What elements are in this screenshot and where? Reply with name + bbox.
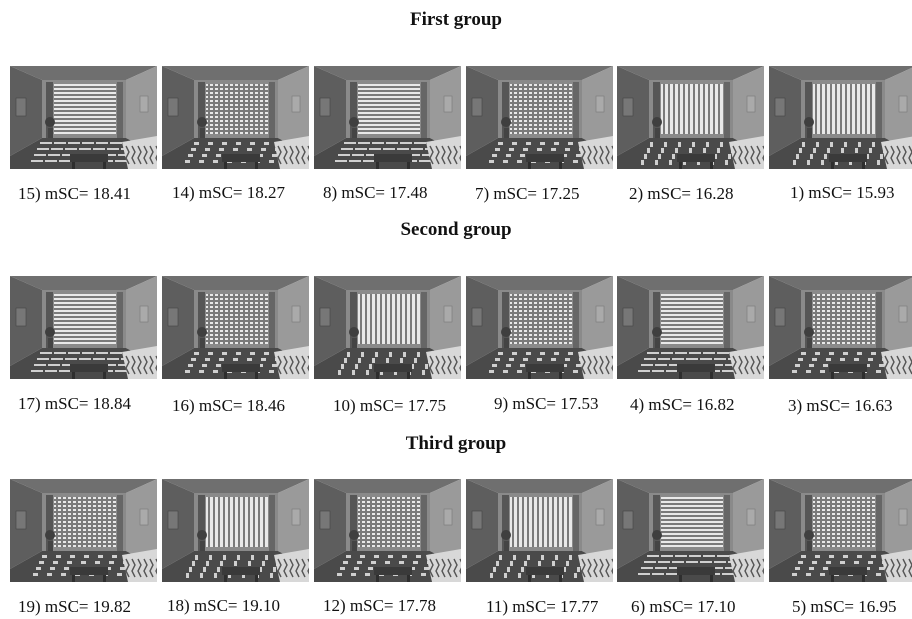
room-render-thumbnail <box>162 479 309 582</box>
group-title-second: Second group <box>400 219 512 240</box>
room-render-thumbnail <box>10 479 157 582</box>
room-render-thumbnail <box>466 276 613 379</box>
caption-mSC: 9) mSC= 17.53 <box>494 394 599 413</box>
caption-mSC: 16) mSC= 18.46 <box>172 396 286 415</box>
room-render-thumbnail <box>314 479 461 582</box>
caption-mSC: 1) mSC= 15.93 <box>790 183 895 202</box>
room-render-thumbnail <box>10 276 157 379</box>
caption-mSC: 18) mSC= 19.10 <box>167 596 281 615</box>
caption-mSC: 11) mSC= 17.77 <box>486 597 599 616</box>
room-render-thumbnail <box>162 66 309 169</box>
room-render-thumbnail <box>769 479 912 582</box>
room-render-thumbnail <box>466 66 613 169</box>
caption-mSC: 10) mSC= 17.75 <box>333 396 447 415</box>
room-render-thumbnail <box>466 479 613 582</box>
room-render-thumbnail <box>769 66 912 169</box>
caption-mSC: 4) mSC= 16.82 <box>630 395 735 414</box>
caption-mSC: 19) mSC= 19.82 <box>18 597 132 616</box>
caption-mSC: 12) mSC= 17.78 <box>323 596 437 615</box>
caption-mSC: 15) mSC= 18.41 <box>18 184 132 203</box>
caption-mSC: 17) mSC= 18.84 <box>18 394 132 413</box>
caption-mSC: 7) mSC= 17.25 <box>475 184 580 203</box>
caption-mSC: 3) mSC= 16.63 <box>788 396 893 415</box>
caption-mSC: 14) mSC= 18.27 <box>172 183 286 202</box>
caption-mSC: 2) mSC= 16.28 <box>629 184 734 203</box>
caption-mSC: 5) mSC= 16.95 <box>792 597 897 616</box>
room-render-thumbnail <box>617 66 764 169</box>
room-render-thumbnail <box>314 276 461 379</box>
room-render-thumbnail <box>617 276 764 379</box>
caption-mSC: 8) mSC= 17.48 <box>323 183 428 202</box>
caption-mSC: 6) mSC= 17.10 <box>631 597 736 616</box>
room-render-thumbnail <box>10 66 157 169</box>
group-title-third: Third group <box>405 433 507 454</box>
group-title-first: First group <box>409 9 502 30</box>
room-render-thumbnail <box>617 479 764 582</box>
room-render-thumbnail <box>769 276 912 379</box>
room-render-thumbnail <box>314 66 461 169</box>
room-render-thumbnail <box>162 276 309 379</box>
